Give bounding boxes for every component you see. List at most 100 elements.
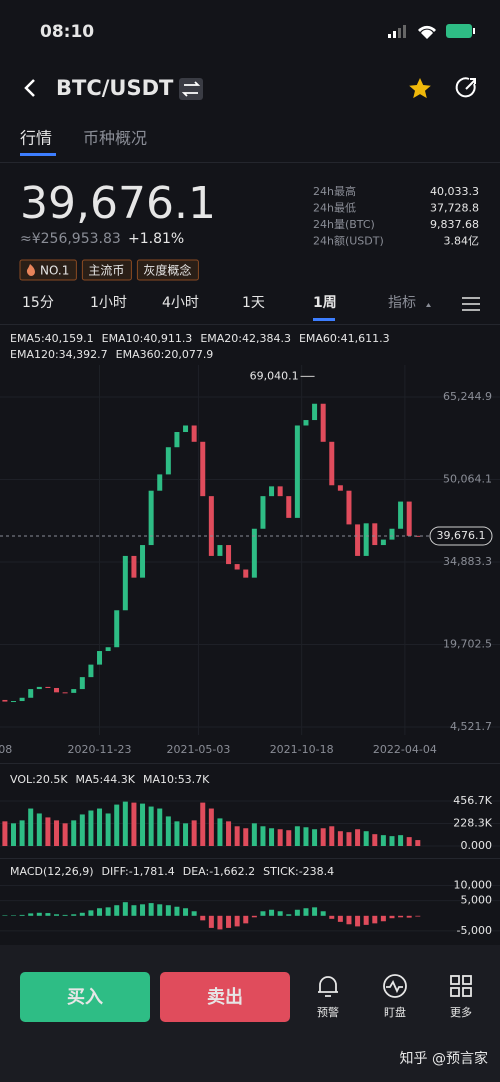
bar: [148, 903, 154, 916]
interval-indicator: [313, 318, 335, 321]
legend-entry: MA10:53.7K: [143, 773, 210, 786]
indicator-menu[interactable]: 指标: [388, 295, 416, 311]
fire-icon: [26, 264, 35, 276]
candle: [140, 545, 146, 578]
tags: NO.1 主流币 灰度概念: [19, 259, 199, 281]
divider: [0, 858, 500, 859]
interval[interactable]: 1天: [242, 295, 265, 311]
bar: [165, 905, 171, 916]
candle: [79, 677, 85, 690]
bar: [140, 803, 146, 846]
settings-button[interactable]: [462, 297, 480, 311]
candle: [148, 490, 154, 546]
bar: [71, 820, 77, 846]
bar: [320, 828, 326, 846]
tool-label[interactable]: 盯盘: [384, 1005, 406, 1019]
candle: [380, 539, 386, 546]
price-change: +1.81%: [128, 231, 184, 247]
tab[interactable]: 行情: [20, 129, 52, 148]
candle: [131, 555, 137, 578]
legend-entry: STICK:-238.4: [263, 865, 334, 878]
share-button[interactable]: [455, 77, 476, 98]
candle: [11, 701, 17, 703]
y-tick-label: 0.000: [461, 839, 493, 852]
bar: [320, 911, 326, 916]
candle: [208, 496, 214, 556]
candle: [165, 447, 171, 475]
candle: [303, 420, 309, 426]
bar: [2, 821, 8, 846]
y-tick-label: 456.7K: [453, 794, 492, 807]
tool-label[interactable]: 预警: [317, 1005, 339, 1019]
sell-button[interactable]: [160, 972, 290, 1022]
bar: [191, 820, 197, 846]
tag-box: [136, 259, 199, 281]
y-tick-label: 5,000: [461, 894, 493, 907]
candle: [36, 686, 42, 690]
y-tick-label: 34,883.3: [443, 555, 492, 568]
candle: [320, 403, 326, 442]
candle: [19, 697, 25, 702]
bar: [389, 915, 395, 919]
interval[interactable]: 1周: [313, 295, 337, 311]
bar: [312, 907, 318, 916]
buy-button[interactable]: [20, 972, 150, 1022]
bar: [45, 913, 51, 916]
candle: [243, 569, 249, 578]
clock: 08:10: [40, 22, 94, 42]
candle: [157, 474, 163, 491]
bar: [277, 911, 283, 916]
divider: [0, 162, 500, 163]
tool-label[interactable]: 更多: [450, 1005, 472, 1019]
bar: [346, 915, 352, 925]
bar: [251, 823, 257, 846]
bar: [277, 829, 283, 846]
bar: [11, 915, 17, 917]
sell-label[interactable]: 卖出: [207, 986, 243, 1008]
candle: [62, 692, 68, 694]
bar: [398, 835, 404, 846]
bar: [157, 808, 163, 846]
tab[interactable]: 币种概况: [83, 129, 147, 148]
swap-button[interactable]: [179, 78, 203, 100]
candle: [200, 441, 206, 497]
bar: [415, 840, 421, 846]
candle: [217, 545, 223, 556]
y-tick-label: -5,000: [457, 924, 492, 937]
status-icons: [388, 24, 475, 39]
bar: [269, 909, 275, 916]
legend-entry: DIFF:-1,781.4: [102, 865, 175, 878]
bar: [346, 832, 352, 846]
candle: [2, 699, 8, 702]
stat-label: 24h最低: [313, 202, 356, 215]
bar: [217, 818, 223, 846]
bar: [174, 821, 180, 846]
back-button[interactable]: [24, 79, 35, 97]
candle: [363, 523, 369, 556]
bar: [54, 820, 60, 846]
high-label: 69,040.1: [250, 369, 299, 382]
interval[interactable]: 1小时: [90, 295, 127, 311]
bar: [217, 915, 223, 930]
bar: [294, 909, 300, 916]
candle: [294, 425, 300, 518]
candle: [398, 501, 404, 529]
candle: [226, 545, 232, 565]
favorite-star[interactable]: [409, 78, 431, 99]
bar: [28, 913, 34, 916]
bar: [260, 826, 266, 846]
bar: [114, 905, 120, 916]
candle: [329, 441, 335, 486]
divider: [0, 324, 500, 325]
interval[interactable]: 4小时: [162, 295, 199, 311]
bar: [36, 813, 42, 846]
candle: [71, 689, 77, 693]
buy-label[interactable]: 买入: [67, 987, 103, 1008]
bar: [234, 826, 240, 846]
bar: [337, 915, 343, 922]
interval[interactable]: 15分: [22, 295, 54, 311]
last-price-label: 39,676.1: [437, 529, 486, 542]
bar: [260, 911, 266, 916]
